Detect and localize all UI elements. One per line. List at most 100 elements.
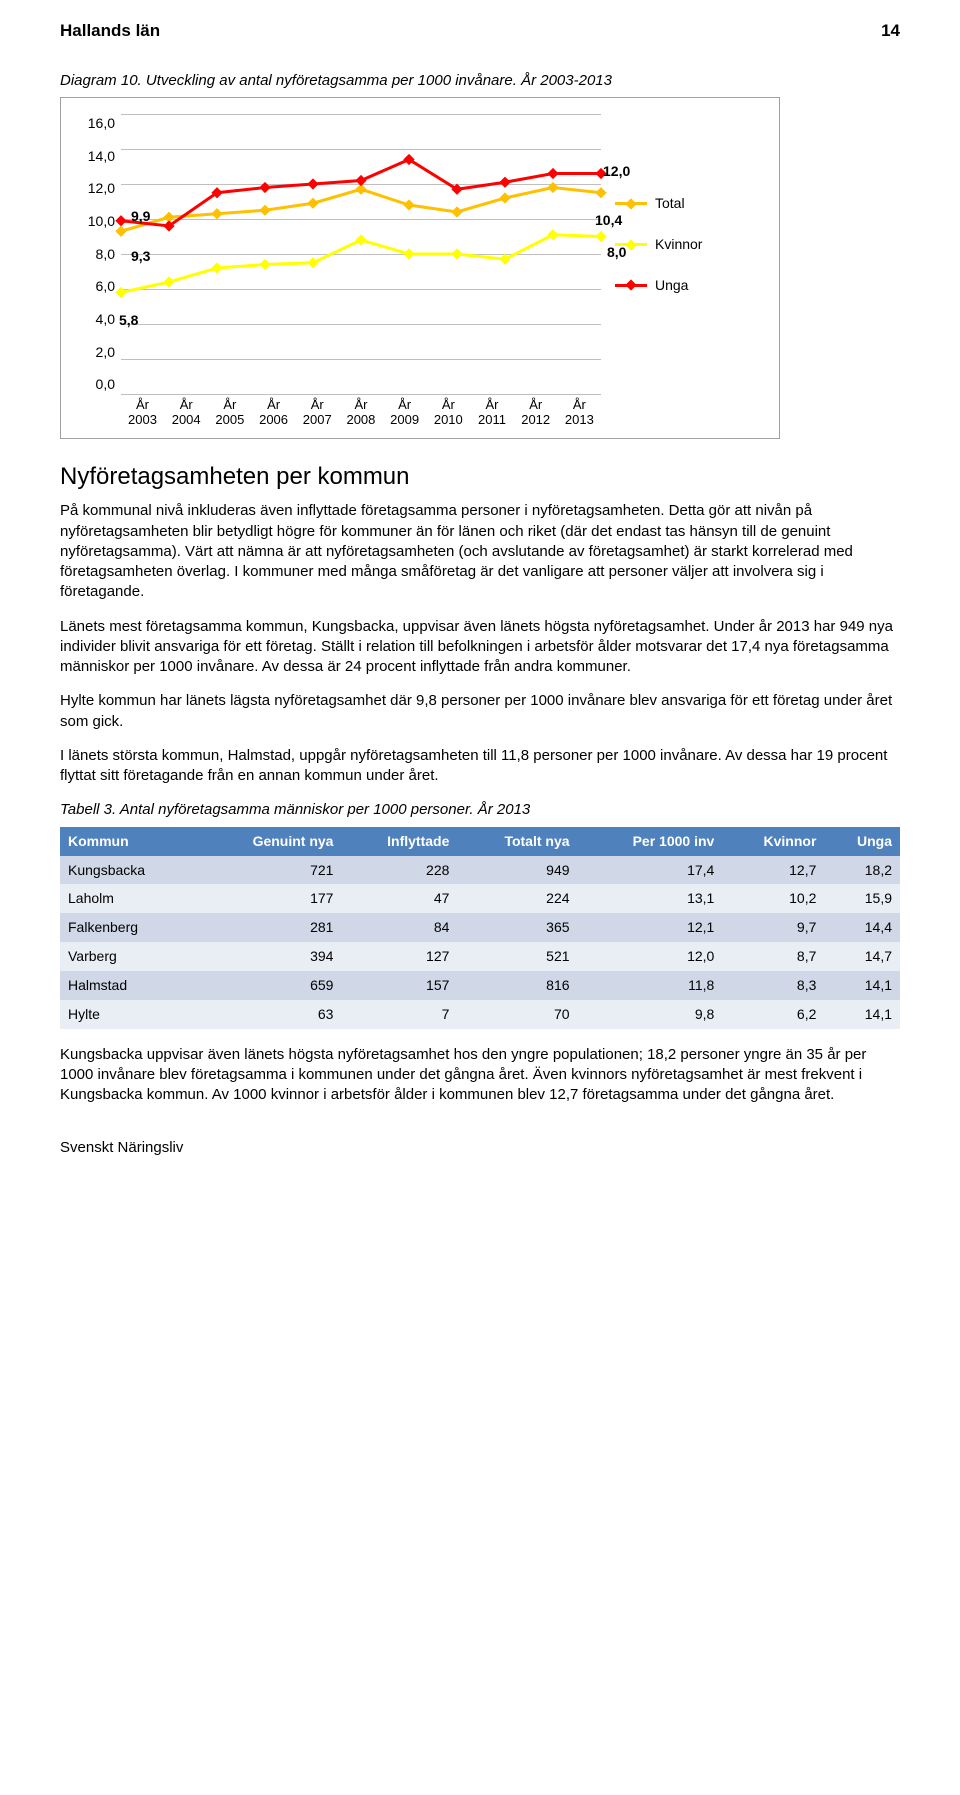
table-cell: 365	[457, 913, 577, 942]
table-cell: 224	[457, 884, 577, 913]
x-tick-label: År2009	[383, 398, 426, 428]
y-tick-label: 0,0	[79, 375, 115, 394]
chart-legend: Total Kvinnor Unga	[615, 114, 702, 394]
table-cell: 9,8	[578, 1000, 723, 1029]
table-cell: 8,3	[722, 971, 824, 1000]
table-cell: 816	[457, 971, 577, 1000]
table-cell: Kungsbacka	[60, 856, 198, 885]
table-row: Kungsbacka72122894917,412,718,2	[60, 856, 900, 885]
legend-label: Unga	[655, 276, 688, 295]
table-row: Halmstad65915781611,88,314,1	[60, 971, 900, 1000]
table-row: Falkenberg2818436512,19,714,4	[60, 913, 900, 942]
y-tick-label: 16,0	[79, 114, 115, 133]
legend-item: Unga	[615, 276, 702, 295]
legend-swatch	[615, 284, 647, 287]
y-tick-label: 12,0	[79, 179, 115, 198]
table-cell: 12,1	[578, 913, 723, 942]
table-cell: 127	[341, 942, 457, 971]
table-header-cell: Totalt nya	[457, 827, 577, 856]
table-cell: 84	[341, 913, 457, 942]
table-cell: 14,1	[824, 971, 900, 1000]
table-cell: 70	[457, 1000, 577, 1029]
footer: Svenskt Näringsliv	[60, 1138, 900, 1158]
table-cell: 14,1	[824, 1000, 900, 1029]
table-row: Hylte637709,86,214,1	[60, 1000, 900, 1029]
table-cell: 177	[198, 884, 342, 913]
y-tick-label: 4,0	[79, 310, 115, 329]
table-cell: 11,8	[578, 971, 723, 1000]
table-cell: 157	[341, 971, 457, 1000]
header-title: Hallands län	[60, 20, 160, 43]
legend-swatch	[615, 243, 647, 246]
table-cell: Halmstad	[60, 971, 198, 1000]
table-cell: 10,2	[722, 884, 824, 913]
x-tick-label: År2003	[121, 398, 164, 428]
x-tick-label: År2010	[427, 398, 470, 428]
table-header-cell: Kommun	[60, 827, 198, 856]
table-cell: Falkenberg	[60, 913, 198, 942]
table-row: Laholm1774722413,110,215,9	[60, 884, 900, 913]
table-cell: 6,2	[722, 1000, 824, 1029]
x-tick-label: År2006	[252, 398, 295, 428]
legend-label: Total	[655, 194, 685, 213]
body-paragraph: I länets största kommun, Halmstad, uppgå…	[60, 746, 900, 787]
table-header-cell: Unga	[824, 827, 900, 856]
y-tick-label: 6,0	[79, 277, 115, 296]
data-table: KommunGenuint nyaInflyttadeTotalt nyaPer…	[60, 827, 900, 1029]
table-body: Kungsbacka72122894917,412,718,2Laholm177…	[60, 856, 900, 1029]
table-header-cell: Kvinnor	[722, 827, 824, 856]
table-cell: 14,7	[824, 942, 900, 971]
y-axis: 16,014,012,010,08,06,04,02,00,0	[79, 114, 121, 394]
y-tick-label: 10,0	[79, 212, 115, 231]
table-caption: Tabell 3. Antal nyföretagsamma människor…	[60, 800, 900, 820]
table-cell: 18,2	[824, 856, 900, 885]
table-cell: 7	[341, 1000, 457, 1029]
table-cell: 47	[341, 884, 457, 913]
section-heading: Nyföretagsamheten per kommun	[60, 461, 900, 493]
table-header-cell: Per 1000 inv	[578, 827, 723, 856]
body-paragraph: Hylte kommun har länets lägsta nyföretag…	[60, 691, 900, 732]
chart-series-unga	[121, 114, 601, 394]
table-header-cell: Genuint nya	[198, 827, 342, 856]
table-cell: 8,7	[722, 942, 824, 971]
diagram-caption: Diagram 10. Utveckling av antal nyföreta…	[60, 71, 900, 91]
table-cell: 659	[198, 971, 342, 1000]
chart-point-label: 12,0	[603, 162, 630, 181]
legend-swatch	[615, 202, 647, 205]
chart-point-label: 5,8	[119, 311, 138, 330]
table-cell: 63	[198, 1000, 342, 1029]
table-cell: Varberg	[60, 942, 198, 971]
gridline	[121, 394, 601, 395]
table-cell: Laholm	[60, 884, 198, 913]
table-cell: Hylte	[60, 1000, 198, 1029]
line-chart: 16,014,012,010,08,06,04,02,00,0 9,99,35,…	[60, 97, 780, 439]
chart-plot-area: 9,99,35,810,48,012,0	[121, 114, 601, 394]
table-cell: 12,0	[578, 942, 723, 971]
x-tick-label: År2008	[339, 398, 382, 428]
x-tick-label: År2013	[558, 398, 601, 428]
chart-point-label: 9,3	[131, 247, 150, 266]
table-cell: 394	[198, 942, 342, 971]
x-tick-label: År2007	[296, 398, 339, 428]
body-paragraph: Länets mest företagsamma kommun, Kungsba…	[60, 617, 900, 678]
header-page-number: 14	[881, 20, 900, 43]
table-cell: 521	[457, 942, 577, 971]
table-cell: 949	[457, 856, 577, 885]
y-tick-label: 2,0	[79, 343, 115, 362]
table-cell: 228	[341, 856, 457, 885]
table-cell: 721	[198, 856, 342, 885]
x-axis: År2003År2004År2005År2006År2007År2008År20…	[121, 398, 601, 428]
table-row: Varberg39412752112,08,714,7	[60, 942, 900, 971]
legend-item: Kvinnor	[615, 235, 702, 254]
chart-point-label: 9,9	[131, 207, 150, 226]
table-cell: 281	[198, 913, 342, 942]
table-cell: 17,4	[578, 856, 723, 885]
x-tick-label: År2005	[208, 398, 251, 428]
legend-label: Kvinnor	[655, 235, 702, 254]
x-tick-label: År2012	[514, 398, 557, 428]
x-tick-label: År2011	[471, 398, 514, 428]
closing-paragraph: Kungsbacka uppvisar även länets högsta n…	[60, 1045, 900, 1106]
table-cell: 13,1	[578, 884, 723, 913]
table-cell: 9,7	[722, 913, 824, 942]
chart-point-label: 10,4	[595, 211, 622, 230]
